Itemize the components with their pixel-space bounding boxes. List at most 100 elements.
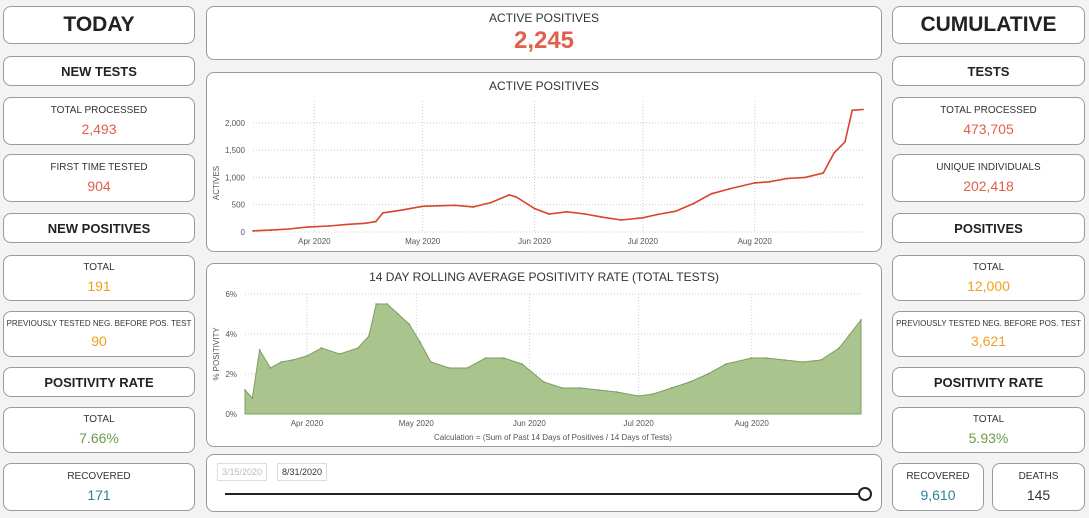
data-point xyxy=(786,177,789,180)
positivity-chart-title: 14 DAY ROLLING AVERAGE POSITIVITY RATE (… xyxy=(369,270,719,284)
data-point xyxy=(280,361,283,363)
cumulative-positivity-total-value: 5.93% xyxy=(968,430,1009,446)
data-point xyxy=(288,228,290,230)
cumulative-recovered-label: RECOVERED xyxy=(906,471,970,482)
data-point xyxy=(251,397,254,399)
cumulative-unique-card: UNIQUE INDIVIDUALS 202,418 xyxy=(892,154,1085,202)
data-point xyxy=(357,347,359,349)
start-date-input[interactable]: 3/15/2020 xyxy=(217,463,268,481)
data-point xyxy=(750,357,753,359)
data-point xyxy=(291,359,294,361)
cumulative-positives-total-label: TOTAL xyxy=(972,262,1005,273)
data-point xyxy=(637,395,640,397)
active-positives-label: ACTIVE POSITIVES xyxy=(488,11,600,25)
x-tick-label: Apr 2020 xyxy=(291,419,324,428)
data-point xyxy=(252,230,254,232)
data-point xyxy=(521,363,523,365)
data-point xyxy=(270,229,272,232)
active-positives-value: 2,245 xyxy=(513,27,575,54)
today-first-time-tested-label: FIRST TIME TESTED xyxy=(50,162,148,173)
data-point xyxy=(641,216,644,219)
active-chart-ylabel: ACTIVES xyxy=(212,166,221,200)
cumulative-recovered-value: 9,610 xyxy=(920,487,956,503)
cumulative-deaths-card: DEATHS 145 xyxy=(992,463,1085,511)
today-new-tests-header: NEW TESTS xyxy=(3,56,195,86)
data-point xyxy=(320,347,323,349)
active-positives-chart-card: ACTIVE POSITIVES ACTIVES 0 500 1,000 1,500 2… xyxy=(206,72,882,252)
data-point xyxy=(579,387,582,389)
slider-end-handle[interactable] xyxy=(858,487,872,501)
data-point xyxy=(860,319,862,321)
data-point xyxy=(656,213,659,216)
cumulative-deaths-value: 145 xyxy=(1026,487,1051,503)
positivity-chart-ylabel: % POSITIVITY xyxy=(212,327,221,381)
data-point xyxy=(566,210,568,213)
today-positivity-total-value: 7.66% xyxy=(79,430,119,446)
y-tick-label: 2,000 xyxy=(225,119,246,128)
data-point xyxy=(466,367,469,369)
data-point xyxy=(801,361,804,363)
cumulative-total-processed-card: TOTAL PROCESSED 473,705 xyxy=(892,97,1085,145)
data-point xyxy=(768,180,771,183)
y-tick-label: 0 xyxy=(241,228,246,237)
data-point xyxy=(515,196,518,198)
y-tick-label: 1,000 xyxy=(225,173,246,182)
x-tick-label: Jun 2020 xyxy=(518,237,551,246)
today-positivity-total-card: TOTAL 7.66% xyxy=(3,407,195,453)
data-point xyxy=(584,213,586,215)
data-point xyxy=(338,353,341,355)
data-point xyxy=(844,141,846,143)
cumulative-positives-total-value: 12,000 xyxy=(967,278,1010,294)
y-tick-label: 1,500 xyxy=(225,146,246,155)
data-point xyxy=(548,213,550,215)
data-point xyxy=(533,207,536,210)
y-tick-label: 500 xyxy=(232,201,246,210)
today-positives-total-card: TOTAL 191 xyxy=(3,255,195,301)
data-point xyxy=(670,387,673,389)
data-point xyxy=(674,210,677,213)
today-new-positives-header: NEW POSITIVES xyxy=(3,213,195,243)
data-point xyxy=(838,347,840,349)
end-date-input[interactable]: 8/31/2020 xyxy=(277,463,328,481)
data-point xyxy=(753,182,756,184)
cumulative-positives-total-card: TOTAL 12,000 xyxy=(892,255,1085,301)
cumulative-prev-neg-label: PREVIOUSLY TESTED NEG. BEFORE POS. TEST xyxy=(896,319,1081,328)
today-prev-neg-label: PREVIOUSLY TESTED NEG. BEFORE POS. TEST xyxy=(6,319,192,328)
x-tick-label: Aug 2020 xyxy=(735,419,770,428)
x-tick-label: Apr 2020 xyxy=(298,237,331,246)
slider-track[interactable] xyxy=(225,493,865,495)
cumulative-prev-neg-card: PREVIOUSLY TESTED NEG. BEFORE POS. TEST … xyxy=(892,311,1085,357)
data-point xyxy=(862,108,864,111)
data-point xyxy=(615,391,618,393)
data-point xyxy=(327,225,330,227)
data-point xyxy=(408,323,410,325)
active-positives-line-chart: ACTIVES 0 500 1,000 1,500 2,000 Apr 2020 May 2… xyxy=(212,101,864,246)
today-total-processed-card: TOTAL PROCESSED 2,493 xyxy=(3,97,195,145)
today-recovered-card: RECOVERED 171 xyxy=(3,463,195,511)
cumulative-prev-neg-value: 3,621 xyxy=(970,333,1007,349)
positivity-area-series xyxy=(244,303,862,415)
y-tick-label: 6% xyxy=(225,290,237,299)
data-point xyxy=(502,357,505,359)
data-point xyxy=(374,220,377,223)
today-positives-total-value: 191 xyxy=(87,278,111,294)
data-point xyxy=(597,389,600,391)
data-point xyxy=(269,367,272,369)
today-recovered-value: 171 xyxy=(87,487,111,503)
y-tick-label: 0% xyxy=(225,410,237,419)
data-point xyxy=(765,357,768,359)
data-point xyxy=(707,373,709,375)
data-point xyxy=(820,359,822,361)
positivity-rate-chart-card: 14 DAY ROLLING AVERAGE POSITIVITY RATE (… xyxy=(206,263,882,447)
data-point xyxy=(306,355,308,357)
data-point xyxy=(386,303,389,305)
data-point xyxy=(400,209,402,212)
today-positives-total-label: TOTAL xyxy=(83,262,115,273)
today-positivity-header: POSITIVITY RATE xyxy=(3,367,195,397)
data-point xyxy=(620,219,623,221)
x-tick-label: Aug 2020 xyxy=(738,237,773,246)
data-point xyxy=(490,201,493,204)
data-point xyxy=(692,202,695,205)
active-chart-title: ACTIVE POSITIVES xyxy=(488,79,600,93)
x-tick-label: Jul 2020 xyxy=(624,419,655,428)
